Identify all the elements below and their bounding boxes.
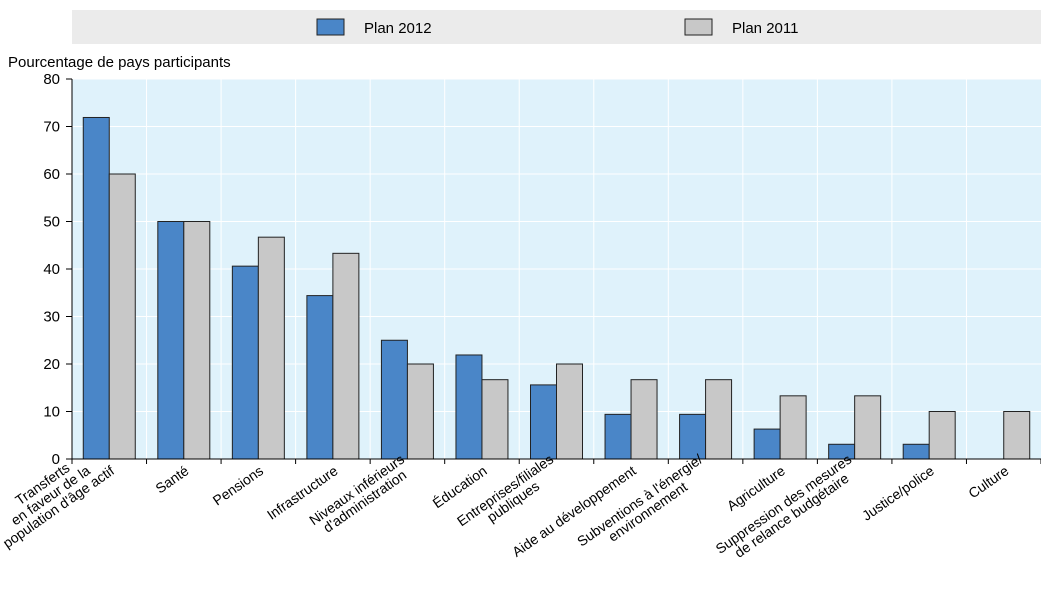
bar-plan-2012-9 [753,428,781,460]
x-tick-label-2-line-0: Pensions [210,462,266,508]
y-tick-label-7: 70 [43,119,60,136]
bar-plan-2012-0 [82,116,110,460]
bar-plan-2011-11 [928,411,956,460]
legend-swatch-1 [684,18,713,36]
y-tick-label-2: 20 [43,356,60,373]
bar-plan-2012-11 [902,443,930,460]
bar-plan-2012-2 [231,265,259,460]
bar-plan-2012-7 [604,413,632,460]
bar-plan-2011-9 [779,395,807,460]
legend: Plan 2012 Plan 2011 [316,18,798,37]
legend-label-1: Plan 2011 [732,20,798,37]
bar-plan-2012-3 [306,295,334,460]
bar-plan-2011-7 [630,379,658,460]
x-tick-label-2: Pensions [210,462,266,508]
bar-plan-2011-5 [481,379,509,460]
bar-plan-2011-6 [556,363,583,460]
y-tick-label-6: 60 [43,166,60,183]
axes [66,78,1041,464]
y-tick-labels: 0 10 20 30 40 50 60 70 80 [43,71,60,468]
y-tick-label-4: 40 [43,261,60,278]
y-tick-label-3: 30 [43,309,60,326]
legend-background [72,10,1041,44]
y-tick-label-5: 50 [43,214,60,231]
x-tick-label-12-line-0: Culture [965,462,1011,501]
x-tick-label-12: Culture [965,462,1011,501]
x-tick-label-11-line-0: Justice/police [859,462,937,523]
x-tick-label-1: Santé [152,462,191,496]
bar-plan-2012-5 [455,354,483,460]
bar-plan-2011-1 [183,221,211,460]
bar-plan-2011-12 [1003,411,1031,460]
bar-plan-2011-10 [854,395,882,460]
x-tick-label-11: Justice/police [859,462,937,523]
bar-plan-2011-0 [108,173,136,460]
y-tick-label-0: 0 [52,451,60,468]
bar-plan-2011-2 [257,236,285,460]
legend-swatch-0 [316,18,345,36]
y-axis-title: Pourcentage de pays participants [8,54,231,71]
bar-plan-2012-1 [157,221,185,460]
bar-plan-2011-8 [705,379,733,460]
bar-plan-2011-3 [332,252,360,460]
bar-plan-2012-4 [380,339,408,460]
legend-label-0: Plan 2012 [364,20,432,37]
y-tick-label-1: 10 [43,404,60,421]
x-tick-label-1-line-0: Santé [152,462,191,496]
y-tick-label-8: 80 [43,71,60,88]
bar-plan-2012-6 [530,384,557,460]
bar-plan-2011-4 [406,363,434,460]
